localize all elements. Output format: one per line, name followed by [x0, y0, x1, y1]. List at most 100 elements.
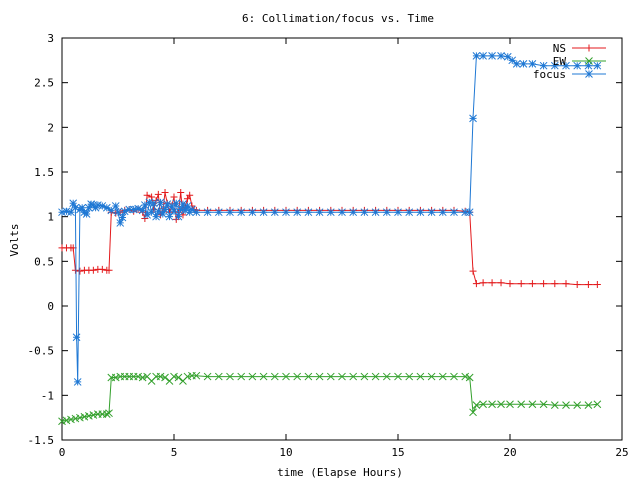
- data-point: [163, 200, 172, 209]
- data-point: [539, 400, 548, 409]
- data-point: [69, 199, 78, 208]
- data-point: [349, 372, 358, 381]
- data-point: [427, 372, 436, 381]
- data-point: [172, 199, 181, 208]
- y-tick-label: 3: [47, 32, 54, 45]
- data-point: [488, 400, 496, 409]
- data-point: [550, 401, 559, 410]
- data-point: [192, 371, 201, 380]
- data-point: [143, 211, 151, 219]
- data-point: [382, 208, 391, 217]
- data-point: [98, 265, 106, 273]
- chart-title: 6: Collimation/focus vs. Time: [242, 12, 434, 25]
- data-point: [562, 61, 570, 70]
- data-point: [573, 281, 581, 289]
- data-point: [469, 408, 477, 417]
- data-point: [479, 279, 487, 287]
- data-point: [87, 200, 95, 209]
- data-point: [469, 114, 477, 123]
- data-point: [203, 208, 212, 217]
- data-point: [479, 52, 487, 60]
- data-point: [461, 208, 470, 217]
- data-point: [519, 60, 528, 68]
- data-point: [593, 281, 601, 289]
- data-point: [148, 193, 156, 201]
- data-point: [78, 203, 87, 212]
- data-point: [326, 372, 335, 381]
- data-point: [129, 205, 138, 214]
- data-point: [349, 208, 358, 217]
- data-point: [315, 208, 324, 217]
- data-point: [188, 205, 196, 214]
- data-point: [72, 333, 81, 342]
- data-point: [58, 208, 66, 217]
- y-tick-label: -0.5: [28, 345, 55, 358]
- plot-area: [58, 37, 623, 441]
- data-point: [107, 206, 116, 215]
- data-point: [304, 208, 313, 217]
- data-point: [105, 409, 113, 418]
- x-axis-label: time (Elapse Hours): [277, 466, 403, 479]
- data-point: [161, 373, 169, 382]
- series-line-ns: [62, 192, 598, 286]
- data-point: [183, 195, 191, 203]
- legend-label-ns: NS: [553, 42, 566, 55]
- data-point: [550, 61, 559, 70]
- legend-label-focus: focus: [533, 68, 566, 81]
- data-point: [282, 372, 290, 381]
- y-axis-label: Volts: [8, 223, 21, 256]
- data-point: [293, 372, 302, 381]
- data-point: [405, 208, 414, 217]
- data-point: [161, 189, 169, 197]
- data-point: [141, 201, 149, 209]
- data-point: [145, 198, 154, 207]
- data-point: [82, 210, 91, 218]
- data-point: [214, 372, 223, 381]
- data-point: [394, 208, 402, 217]
- data-point: [438, 372, 447, 381]
- data-point: [248, 372, 257, 381]
- data-point: [154, 207, 163, 216]
- data-point: [226, 372, 234, 381]
- data-point: [270, 372, 279, 381]
- data-point: [472, 401, 481, 410]
- data-point: [593, 61, 602, 70]
- data-point: [174, 373, 183, 382]
- data-point: [438, 208, 447, 217]
- data-point: [503, 52, 512, 61]
- data-point: [562, 280, 570, 288]
- data-point: [394, 372, 402, 381]
- data-point: [152, 212, 160, 221]
- x-tick-label: 25: [615, 446, 628, 459]
- data-point: [382, 372, 391, 381]
- data-point: [405, 372, 414, 381]
- x-tick-label: 15: [391, 446, 404, 459]
- data-point: [102, 203, 111, 212]
- data-point: [186, 191, 194, 199]
- data-point: [338, 372, 346, 381]
- legend-marker-focus: [585, 70, 593, 78]
- data-point: [170, 207, 178, 216]
- plot-frame: [61, 37, 623, 441]
- y-tick-label: -1.5: [28, 434, 55, 447]
- data-point: [237, 372, 246, 381]
- data-point: [181, 206, 190, 215]
- data-point: [551, 280, 559, 288]
- data-point: [85, 203, 93, 212]
- data-point: [517, 400, 526, 409]
- data-point: [528, 60, 537, 68]
- data-point: [76, 267, 84, 275]
- data-point: [138, 206, 147, 215]
- y-tick-label: 1.5: [34, 166, 54, 179]
- data-point: [315, 372, 324, 381]
- x-tick-label: 10: [279, 446, 292, 459]
- legend-marker-ew: [585, 57, 593, 65]
- data-point: [154, 190, 162, 198]
- y-tick-label: 1: [47, 211, 54, 224]
- data-point: [304, 372, 313, 381]
- y-tick-label: 2.5: [34, 77, 54, 90]
- data-point: [360, 208, 369, 217]
- data-point: [125, 205, 134, 214]
- y-tick-label: 0: [47, 300, 54, 313]
- data-point: [156, 198, 165, 207]
